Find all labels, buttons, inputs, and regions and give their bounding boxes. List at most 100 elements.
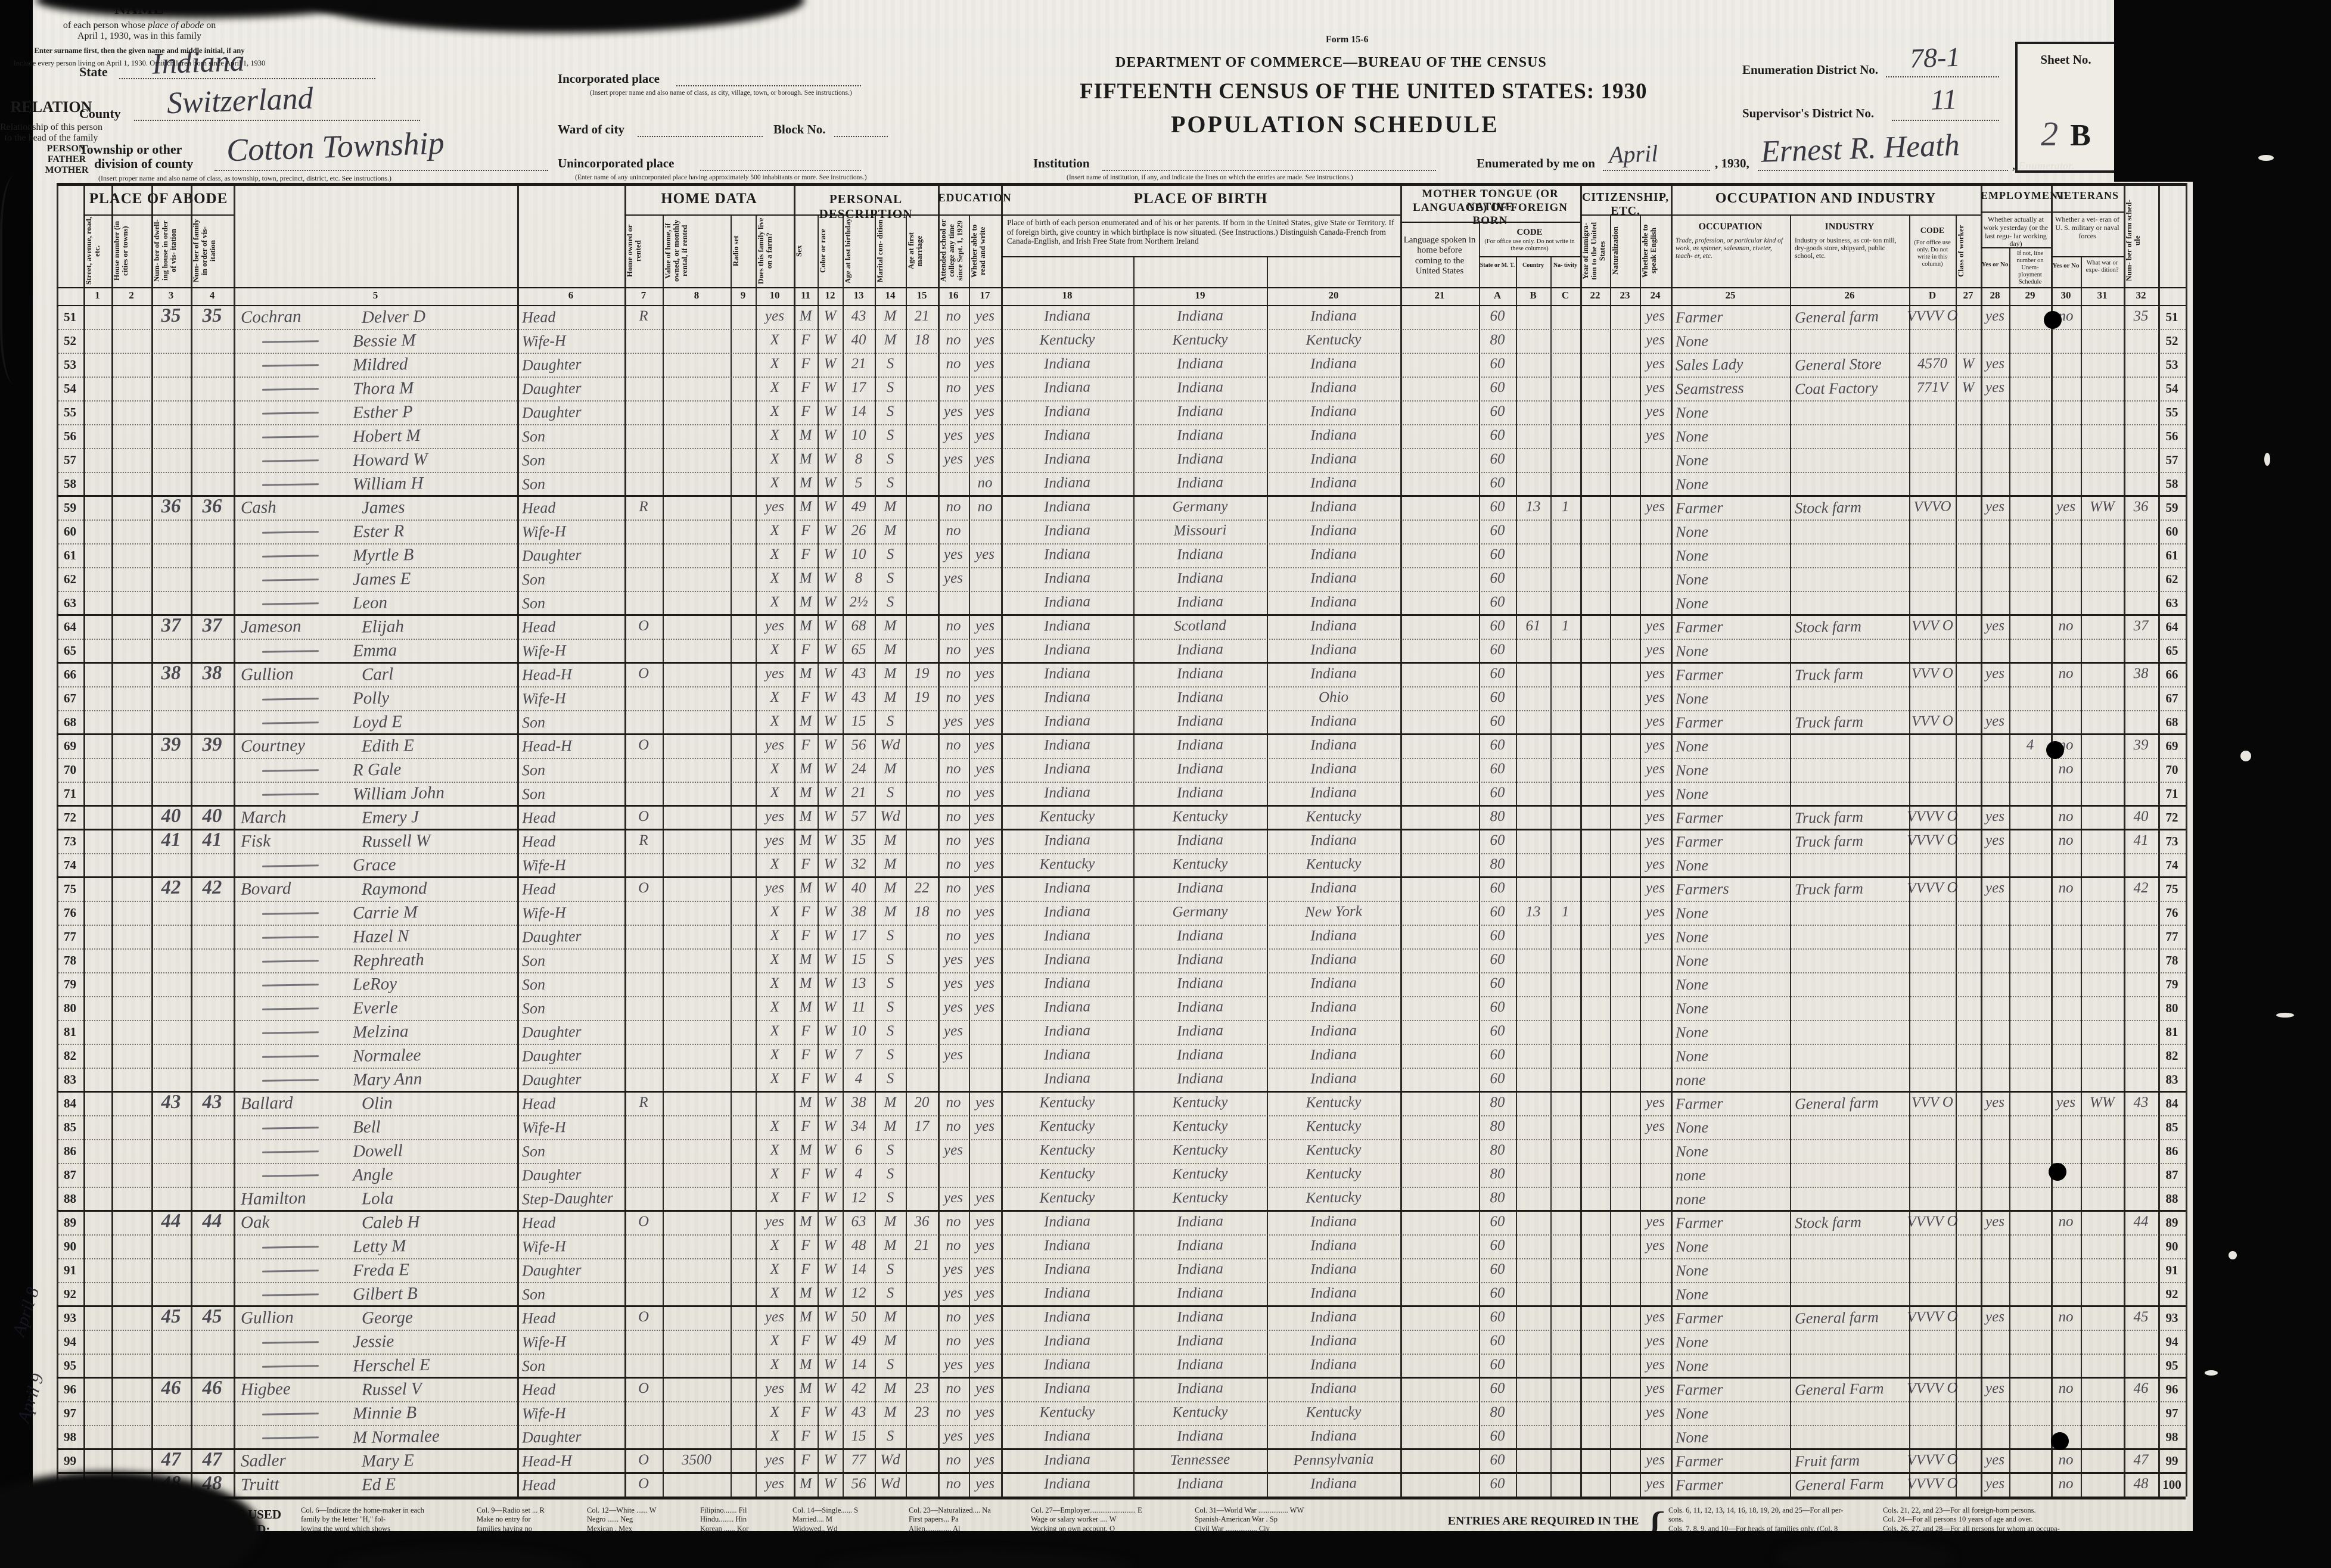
cell-c25: none: [1675, 1071, 1706, 1089]
cell-c25: None: [1675, 1023, 1709, 1041]
cell-c28: yes: [1985, 498, 2005, 515]
cell-c20: Indiana: [1310, 1237, 1357, 1254]
cell-c25: None: [1675, 1237, 1709, 1256]
line-number-left: 51: [64, 310, 76, 324]
line-number-right: 71: [2165, 786, 2178, 801]
cell-cA: 60: [1490, 1261, 1505, 1278]
column-c8-header: Value of home, if owned, or monthly rent…: [663, 219, 689, 282]
cell-c20: Indiana: [1310, 998, 1357, 1016]
cell-c14: S: [886, 379, 894, 396]
column-rule: [57, 183, 58, 1497]
cell-c7: O: [638, 1213, 649, 1230]
row-divider: [57, 329, 2186, 330]
cell-relation: Son: [521, 1142, 546, 1161]
cell-c18: Indiana: [1043, 998, 1091, 1016]
cell-c4: 43: [202, 1091, 222, 1113]
cell-c25: None: [1675, 427, 1709, 446]
cell-c20: Kentucky: [1306, 1141, 1362, 1159]
cell-relation: Head-H: [521, 665, 573, 684]
sheet-letter: B: [2070, 119, 2091, 153]
cell-c32: 35: [2133, 307, 2149, 325]
cell-c25: Farmer: [1675, 665, 1723, 684]
cell-relation: Son: [521, 451, 546, 469]
cell-relation: Son: [521, 594, 546, 612]
cell-c14: S: [886, 951, 894, 968]
column-number: 21: [1434, 290, 1445, 301]
cell-c19: Indiana: [1176, 474, 1224, 491]
cell-cD: VVVV O: [1907, 879, 1958, 897]
cell-c18: Kentucky: [1039, 808, 1095, 825]
film-speck: [2205, 1370, 2218, 1376]
line-number-right: 68: [2165, 715, 2178, 729]
ditto-dash: [262, 1150, 319, 1153]
ward-label: Ward of city: [558, 122, 624, 136]
line-number-left: 86: [64, 1144, 76, 1158]
cell-c14: S: [886, 1022, 894, 1040]
cell-c26: Truck farm: [1794, 713, 1864, 732]
cell-relation: Wife-H: [521, 1237, 566, 1256]
column-rule: [1671, 183, 1673, 1497]
column-c9-header: Radio set: [731, 235, 740, 266]
cell-c24: yes: [1645, 1332, 1665, 1349]
cell-cA: 60: [1490, 736, 1505, 754]
cell-c14: S: [886, 713, 894, 730]
column-rule: [1001, 183, 1003, 1497]
column-c1-header: Street, avenue, road, etc.: [84, 217, 102, 285]
cell-c28: yes: [1985, 1475, 2005, 1492]
column-rule: [906, 214, 907, 1497]
cell-c25: None: [1675, 522, 1709, 541]
column-number: 2: [129, 290, 134, 301]
ditto-dash: [262, 364, 319, 367]
cell-c19: Indiana: [1176, 1356, 1224, 1373]
name-given: Russel V: [361, 1379, 422, 1399]
column-c30-header: Yes or No: [2052, 262, 2080, 269]
cell-c19: Missouri: [1173, 522, 1227, 539]
cell-cA: 60: [1490, 1451, 1505, 1469]
cell-c25: None: [1675, 975, 1709, 994]
cell-c7: O: [638, 1475, 649, 1492]
ditto-dash: [262, 698, 319, 701]
line-number-right: 91: [2165, 1263, 2178, 1277]
line-number-right: 97: [2165, 1406, 2178, 1420]
cell-c3: 36: [161, 495, 181, 518]
name-given: Bessie M: [352, 331, 416, 351]
column-c4-header: Num- ber of family in order of vis- itat…: [191, 219, 217, 283]
line-number-right: 69: [2165, 739, 2178, 753]
row-divider: [57, 782, 2186, 783]
cell-c20: Indiana: [1310, 546, 1357, 563]
cell-c14: M: [884, 522, 897, 539]
cell-c19: Indiana: [1176, 641, 1224, 658]
cell-c25: None: [1675, 689, 1709, 708]
line-number-left: 64: [64, 620, 76, 634]
family-divider: [57, 1448, 2186, 1450]
census-form-paper: [33, 0, 2199, 1531]
scan-blob-top: [310, 0, 804, 33]
cell-c20: Indiana: [1310, 1380, 1357, 1397]
cell-relation: Daughter: [521, 927, 582, 946]
column-number: 30: [2060, 290, 2071, 301]
row-divider: [57, 377, 2186, 378]
cell-relation: Daughter: [521, 403, 582, 422]
cell-cA: 60: [1490, 593, 1505, 611]
ditto-dash: [262, 412, 319, 415]
cell-c19: Germany: [1172, 903, 1228, 920]
cell-c20: Indiana: [1310, 1070, 1357, 1087]
cell-c18: Kentucky: [1039, 1404, 1095, 1421]
name-given: Ed E: [361, 1474, 396, 1495]
cell-c25: Farmer: [1675, 618, 1723, 636]
cell-c26: Stock farm: [1794, 1213, 1862, 1232]
cell-c18: Indiana: [1043, 784, 1091, 801]
line-number-right: 74: [2165, 858, 2178, 872]
cell-relation: Head: [521, 880, 556, 898]
table-bottom-rule: [57, 1497, 2186, 1499]
cell-cA: 60: [1490, 713, 1505, 730]
cell-c26: Truck farm: [1794, 879, 1864, 898]
cell-c25: None: [1675, 951, 1709, 970]
cell-c25: Farmer: [1675, 1452, 1723, 1470]
block-label: Block No.: [773, 122, 826, 136]
line-number-left: 98: [64, 1430, 76, 1444]
name-given: Russell W: [361, 830, 431, 852]
name-given: Polly: [352, 688, 390, 708]
name-surname: Hamilton: [240, 1189, 306, 1209]
line-number-right: 51: [2165, 310, 2178, 324]
